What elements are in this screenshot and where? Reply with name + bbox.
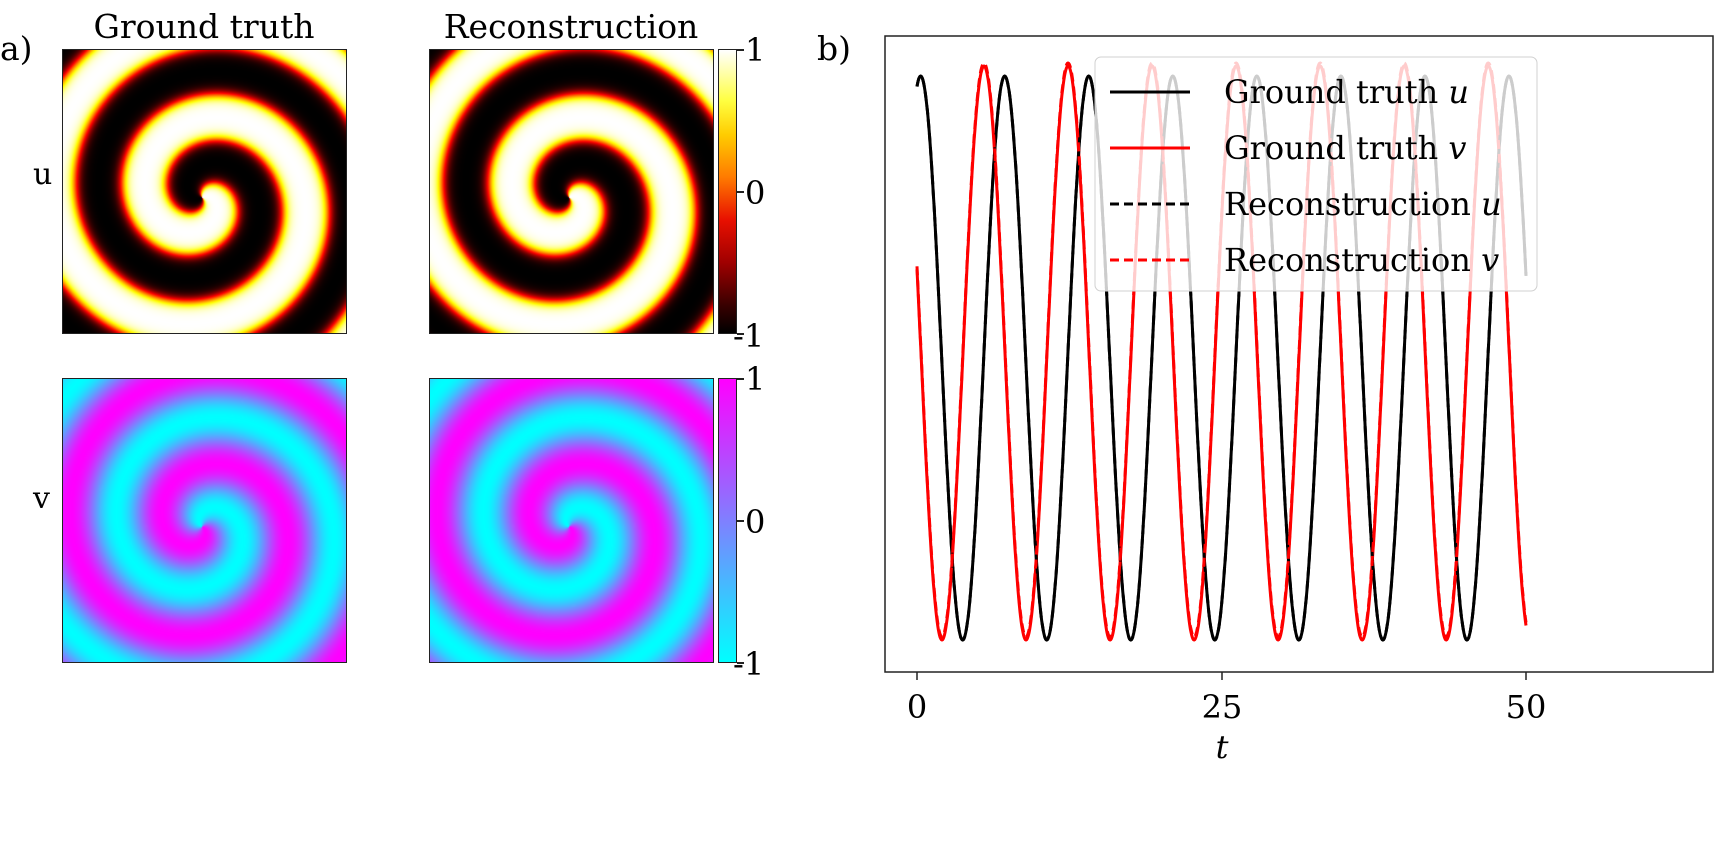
legend-variable: v	[1448, 129, 1467, 167]
legend-entry-1: Ground truth v	[1224, 129, 1466, 167]
colorbar-v-label-zero: 0	[745, 503, 766, 541]
plot-frame	[884, 35, 1714, 673]
heatmap-v-reconstruction	[429, 378, 714, 663]
x-tick-label-0: 0	[906, 688, 928, 726]
colorbar-u-tick-min	[737, 333, 744, 335]
colorbar-v-tick-zero	[737, 520, 744, 522]
heatmap-v-ground-truth	[62, 378, 347, 663]
spiral-u-ground-truth	[63, 50, 346, 333]
legend-variable: u	[1448, 73, 1470, 111]
legend-label: Ground truth	[1224, 73, 1449, 111]
column-title-ground-truth: Ground truth	[93, 7, 315, 46]
spiral-u-reconstruction	[430, 50, 713, 333]
legend-entry-2: Reconstruction u	[1224, 185, 1502, 223]
colorbar-u-tick-zero	[737, 191, 744, 193]
spiral-v-ground-truth	[63, 379, 346, 662]
colorbar-u-label-max: 1	[745, 31, 766, 69]
legend-variable: v	[1481, 241, 1500, 279]
column-title-reconstruction: Reconstruction	[443, 7, 699, 46]
panel-b-label: b)	[817, 29, 851, 68]
heatmap-u-reconstruction	[429, 49, 714, 334]
row-label-v: v	[33, 481, 50, 516]
series-reconstruction-v	[915, 61, 1528, 639]
legend-label: Reconstruction	[1224, 241, 1482, 279]
legend-entry-0: Ground truth u	[1224, 73, 1469, 111]
legend-label: Reconstruction	[1224, 185, 1482, 223]
row-label-u: u	[33, 157, 53, 192]
legend-variable: u	[1481, 185, 1502, 223]
colorbar-u	[718, 49, 737, 334]
spiral-v-reconstruction	[430, 379, 713, 662]
heatmap-u-ground-truth	[62, 49, 347, 334]
legend-label: Ground truth	[1224, 129, 1449, 167]
colorbar-v-tick-max	[737, 378, 744, 380]
colorbar-v-label-min: -1	[733, 645, 765, 683]
x-tick-label-25: 25	[1201, 688, 1243, 726]
x-axis	[916, 672, 1527, 680]
x-axis-label: t	[1215, 728, 1229, 766]
legend-entry-3: Reconstruction v	[1224, 241, 1499, 279]
colorbar-v-label-max: 1	[745, 360, 766, 398]
colorbar-v	[718, 378, 737, 663]
colorbar-u-tick-max	[737, 49, 744, 51]
colorbar-v-tick-min	[737, 662, 744, 664]
legend	[1094, 56, 1538, 292]
panel-a-label: a)	[0, 29, 33, 68]
colorbar-u-label-zero: 0	[745, 174, 766, 212]
legend-box	[1094, 56, 1538, 292]
x-tick-label-50: 50	[1505, 688, 1547, 726]
colorbar-u-label-min: -1	[733, 317, 765, 355]
